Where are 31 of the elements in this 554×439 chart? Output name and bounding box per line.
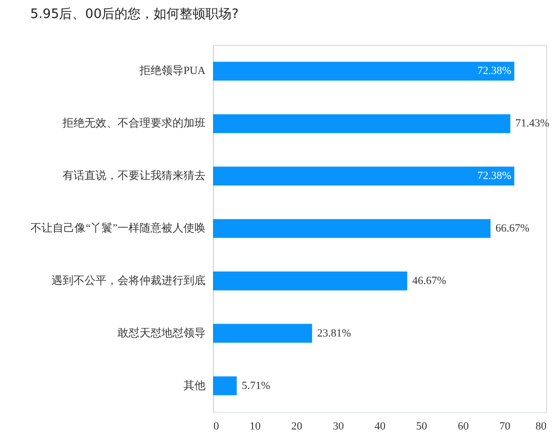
data-label: 23.81%: [317, 327, 352, 340]
bar: [213, 376, 237, 396]
y-tick-label: 拒绝无效、不合理要求的加班: [62, 116, 206, 130]
data-label: 72.38%: [477, 65, 512, 78]
bar: [213, 324, 312, 343]
y-tick-label: 不让自己像“丫鬟”一样随意被人使唤: [30, 222, 206, 234]
data-label: 46.67%: [412, 274, 446, 287]
y-tick-label: 其他: [184, 378, 206, 392]
x-tick-label: 80: [536, 420, 547, 432]
y-tick-label: 敢怼天怼地怼领导: [118, 326, 206, 340]
x-tick-label: 50: [416, 420, 428, 432]
bar: [213, 166, 514, 186]
chart-title: 5.95后、00后的您，如何整顿职场?: [30, 7, 239, 22]
y-tick-label: 遇到不公平，会将仲裁进行到底: [52, 274, 206, 287]
x-tick-label: 30: [332, 420, 344, 432]
bar: [213, 62, 514, 81]
bar: [213, 219, 491, 238]
x-tick-label: 10: [250, 420, 262, 432]
y-tick-label: 拒绝领导PUA: [138, 65, 206, 78]
data-label: 5.71%: [242, 380, 270, 392]
y-tick-label: 有话直说，不要让我猜来猜去: [62, 169, 206, 182]
data-label: 66.67%: [496, 222, 530, 234]
bar: [213, 114, 510, 134]
x-tick-label: 60: [458, 420, 470, 432]
data-label: 72.38%: [477, 170, 512, 182]
x-tick-label: 20: [291, 420, 303, 432]
bar: [213, 271, 408, 290]
x-tick-label: 0: [214, 420, 220, 432]
data-label: 71.43%: [515, 118, 550, 130]
x-tick-label: 40: [374, 420, 386, 432]
x-tick-label: 70: [499, 420, 511, 432]
